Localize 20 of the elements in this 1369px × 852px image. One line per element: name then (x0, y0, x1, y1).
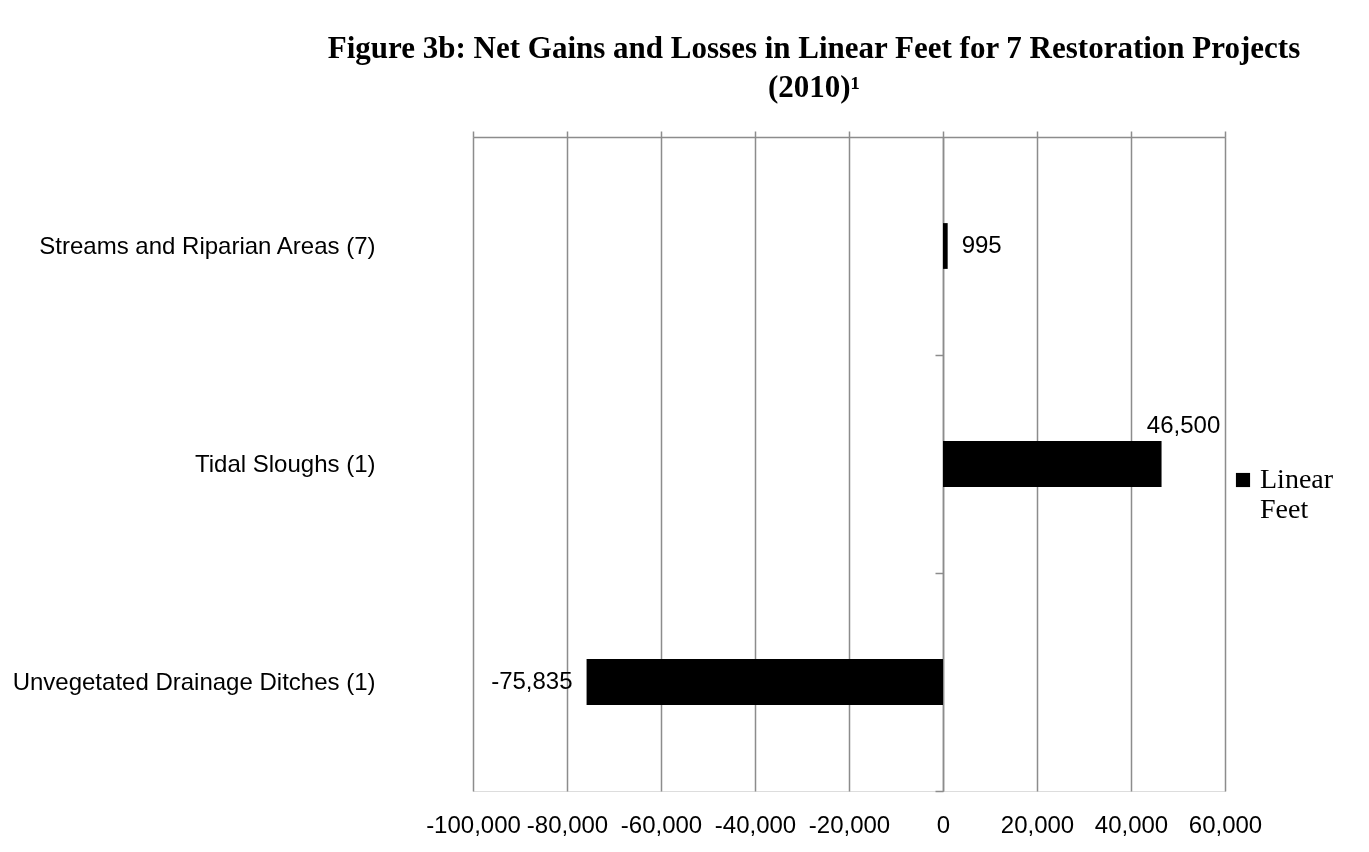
x-tick-label: -100,000 (426, 810, 521, 838)
chart-title: Figure 3b: Net Gains and Losses in Linear Feet for 7 Restoration Projects (2010)¹ (327, 30, 1301, 105)
data-label: 46,500 (1146, 411, 1221, 439)
x-tick-label: 20,000 (1000, 810, 1075, 838)
x-tick-label: 0 (936, 810, 951, 838)
bar (586, 659, 943, 705)
data-label: 995 (961, 231, 1002, 258)
x-tick-label: -40,000 (714, 810, 797, 838)
x-tick-label: 60,000 (1188, 810, 1263, 838)
x-tick-label: -20,000 (808, 810, 891, 838)
y-tick-label: Streams and Riparian Areas (7) (39, 231, 376, 259)
data-label: -75,835 (491, 667, 573, 694)
bar (943, 441, 1162, 487)
x-tick-label: -80,000 (526, 810, 609, 838)
bar (943, 223, 948, 269)
legend-label: Linear Feet (1260, 463, 1334, 524)
y-tick-label: Unvegetated Drainage Ditches (1) (12, 667, 376, 695)
x-tick-label: -60,000 (620, 810, 703, 838)
x-tick-label: 40,000 (1094, 810, 1169, 838)
y-tick-label: Tidal Sloughs (1) (194, 449, 376, 477)
